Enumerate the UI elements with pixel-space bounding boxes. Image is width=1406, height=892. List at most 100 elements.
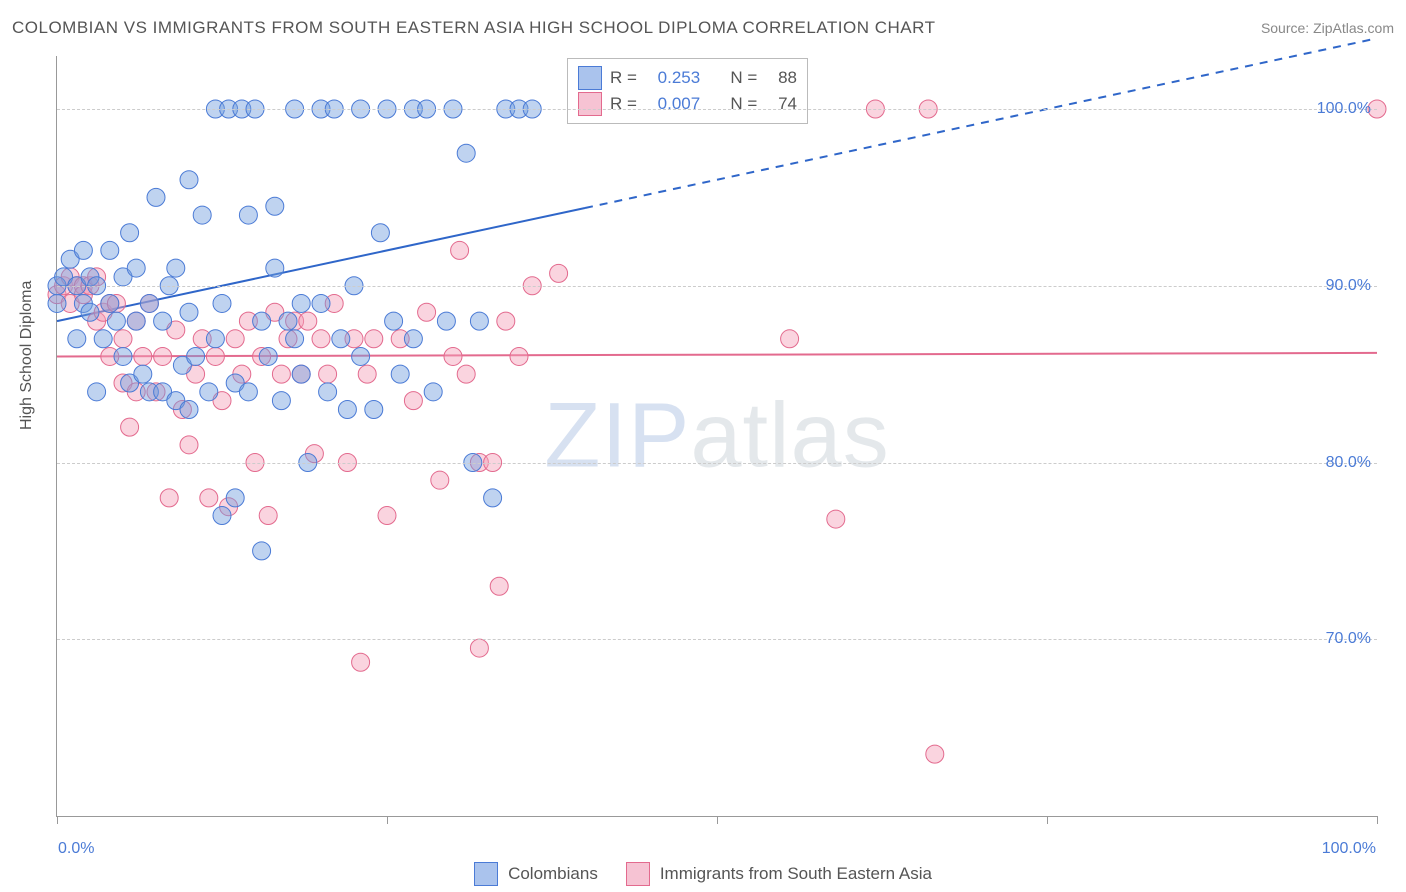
source-label: Source: ZipAtlas.com [1261,20,1394,36]
scatter-point [418,303,436,321]
scatter-point [391,365,409,383]
x-tick [1377,816,1378,824]
series-swatch-a [474,862,498,886]
legend-r-label: R = [610,68,637,88]
x-axis-label-right: 100.0% [1322,840,1376,858]
scatter-point [213,294,231,312]
legend-r-value-b: 0.007 [658,94,701,114]
chart-plot-area: ZIPatlas R = 0.253 N = 88 R = 0.007 N = … [56,56,1377,817]
scatter-point [378,507,396,525]
scatter-point [213,507,231,525]
scatter-point [206,330,224,348]
correlation-legend: R = 0.253 N = 88 R = 0.007 N = 74 [567,58,808,124]
y-tick-label: 90.0% [1326,277,1371,295]
scatter-point [352,347,370,365]
legend-n-value-b: 74 [778,94,797,114]
scatter-point [101,294,119,312]
scatter-point [451,241,469,259]
scatter-point [154,312,172,330]
grid-line [57,639,1377,640]
scatter-point [94,330,112,348]
scatter-point [154,347,172,365]
scatter-point [193,206,211,224]
source-prefix: Source: [1261,20,1313,36]
x-tick [717,816,718,824]
scatter-point [48,294,66,312]
scatter-point [140,294,158,312]
scatter-point [200,489,218,507]
scatter-point [385,312,403,330]
scatter-point [180,171,198,189]
grid-line [57,109,1377,110]
scatter-point [259,347,277,365]
scatter-point [167,259,185,277]
scatter-point [827,510,845,528]
scatter-point [147,188,165,206]
scatter-point [180,303,198,321]
scatter-point [206,347,224,365]
scatter-point [239,383,257,401]
scatter-point [470,312,488,330]
scatter-point [484,489,502,507]
legend-swatch-b [578,92,602,116]
scatter-point [319,365,337,383]
series-legend: Colombians Immigrants from South Eastern… [0,862,1406,886]
scatter-point [365,400,383,418]
scatter-point [239,206,257,224]
y-tick-label: 70.0% [1326,630,1371,648]
scatter-point [272,365,290,383]
scatter-point [114,347,132,365]
scatter-point [431,471,449,489]
scatter-point [107,312,125,330]
scatter-point [312,294,330,312]
scatter-point [338,400,356,418]
legend-swatch-a [578,66,602,90]
legend-n-label: N = [730,94,757,114]
scatter-point [371,224,389,242]
scatter-point [180,436,198,454]
scatter-point [299,312,317,330]
scatter-point [226,330,244,348]
scatter-point [187,347,205,365]
scatter-point [272,392,290,410]
series-label-a: Colombians [508,864,598,884]
x-tick [1047,816,1048,824]
scatter-point [286,330,304,348]
series-legend-item-b: Immigrants from South Eastern Asia [626,862,932,886]
source-link[interactable]: ZipAtlas.com [1313,20,1394,36]
scatter-point [292,294,310,312]
scatter-point [926,745,944,763]
scatter-point [226,489,244,507]
scatter-point [121,418,139,436]
y-axis-title: High School Diploma [18,281,36,430]
scatter-point [114,330,132,348]
scatter-point [259,507,277,525]
x-tick [387,816,388,824]
scatter-point [81,303,99,321]
y-tick-label: 80.0% [1326,454,1371,472]
legend-row-b: R = 0.007 N = 74 [578,91,797,117]
scatter-point [444,347,462,365]
scatter-point [312,330,330,348]
scatter-point [253,542,271,560]
scatter-point [352,653,370,671]
scatter-point [437,312,455,330]
scatter-point [404,330,422,348]
scatter-point [134,365,152,383]
scatter-point [319,383,337,401]
scatter-point [160,489,178,507]
legend-r-value-a: 0.253 [658,68,701,88]
scatter-point [127,259,145,277]
scatter-point [424,383,442,401]
series-swatch-b [626,862,650,886]
scatter-point [121,224,139,242]
y-tick-label: 100.0% [1317,100,1371,118]
scatter-point [457,144,475,162]
scatter-point [279,312,297,330]
scatter-point [253,312,271,330]
scatter-point [490,577,508,595]
scatter-point [292,365,310,383]
series-legend-item-a: Colombians [474,862,598,886]
scatter-point [200,383,218,401]
scatter-point [510,347,528,365]
